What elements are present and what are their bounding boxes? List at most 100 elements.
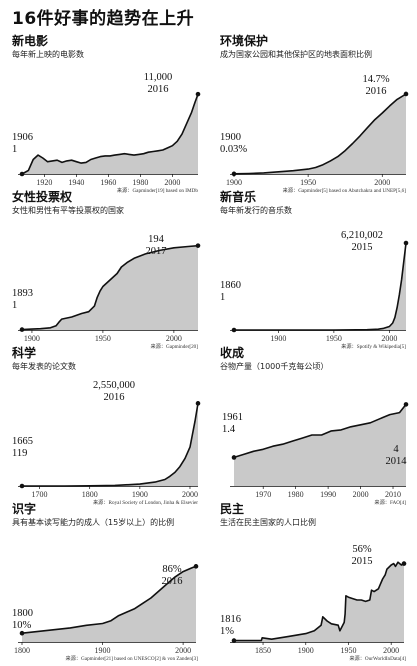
chart-title: 环境保护: [220, 34, 269, 48]
start-year-label: 1900: [220, 132, 241, 143]
end-point: [401, 561, 407, 566]
x-tick-label: 2010: [385, 490, 401, 499]
end-point: [403, 91, 409, 97]
end-value-label: 2,550,000: [93, 380, 135, 391]
start-point: [19, 483, 25, 489]
chart-panel: 收成 谷物产量（1000千克每公顷） 1970 1980 1990 2000 2010 196…: [214, 344, 410, 506]
chart-title: 新音乐: [220, 190, 257, 204]
x-tick-label: 1900: [270, 334, 286, 343]
series-line: [233, 93, 407, 175]
end-point: [195, 91, 201, 97]
start-value-label: 1: [220, 292, 225, 303]
source-note: 来源：Gapminder[5] based on Abutchakra and …: [283, 186, 407, 194]
series-line: [234, 243, 407, 331]
end-point: [195, 243, 201, 248]
x-tick-label: 1900: [226, 178, 242, 187]
end-year-label: 2016: [366, 86, 387, 97]
end-value-label: 194: [148, 234, 165, 245]
chart-panel: 科学 每年发表的论文数 1700 1800 1900 2000 1665 119 2,550,0…: [6, 344, 202, 506]
x-tick-label: 1900: [298, 646, 314, 655]
x-tick-label: 1920: [36, 178, 52, 187]
end-year-label: 2016: [104, 392, 125, 403]
start-year-label: 1800: [12, 608, 33, 619]
series-line: [21, 565, 197, 634]
start-value-label: 1: [12, 144, 17, 155]
start-year-label: 1816: [220, 614, 241, 625]
start-point: [19, 327, 25, 332]
start-year-label: 1665: [12, 436, 33, 447]
start-point: [231, 455, 237, 460]
x-tick-label: 2000: [182, 490, 198, 499]
chart-subtitle: 每年新发行的音乐数: [220, 206, 292, 215]
series-area: [234, 404, 406, 486]
x-tick-label: 1950: [300, 178, 316, 187]
x-tick-label: 1980: [288, 490, 304, 499]
series-line: [234, 561, 405, 642]
source-note: 来源：Gapminder[21] based on UNESCO[2] & vo…: [65, 654, 198, 662]
chart-plot: 1800 1900 2000180010%86%2016来源：Gapminder[2…: [12, 564, 199, 662]
page-title: 16件好事的趋势在上升: [12, 9, 195, 29]
series-area: [234, 94, 406, 174]
chart-panel: 民主 生活在民主国家的人口比例 1850 1900 1950 2000 1816 1% 56% 2…: [214, 500, 410, 662]
chart-panel: 环境保护 成为国家公园和其他保护区的地表面积比例 1900 1950 2000 1900 0…: [214, 32, 410, 194]
chart-panel: 新音乐 每年新发行的音乐数 1900 1950 2000 1860 1 6,210,002 20…: [214, 188, 410, 350]
x-tick-label: 1980: [132, 178, 148, 187]
x-tick-label: 2000: [353, 490, 369, 499]
x-tick-label: 1950: [326, 334, 342, 343]
series-area: [22, 566, 196, 642]
chart-title: 民主: [220, 502, 245, 516]
x-tick-label: 2000: [381, 334, 397, 343]
x-tick-label: 2000: [374, 178, 390, 187]
chart-title: 收成: [220, 346, 245, 360]
end-value-label: 14.7%: [362, 74, 389, 85]
x-tick-label: 2000: [164, 178, 180, 187]
source-note: 来源：FAO[4]: [374, 498, 406, 506]
x-tick-label: 1940: [68, 178, 84, 187]
end-year-label: 2016: [162, 576, 183, 587]
source-note: 来源：Spotify & Wikipedia[5]: [341, 342, 406, 350]
start-value-label: 10%: [12, 620, 32, 631]
x-tick-label: 1800: [82, 490, 98, 499]
x-tick-label: 1900: [132, 490, 148, 499]
series-area: [234, 243, 406, 330]
series-line: [21, 244, 199, 331]
chart-subtitle: 具有基本读写能力的成人（15岁以上）的比例: [12, 518, 175, 527]
x-tick-label: 1900: [24, 334, 40, 343]
end-value-label: 56%: [352, 544, 372, 555]
x-tick-label: 2000: [166, 334, 182, 343]
end-point: [403, 240, 409, 246]
series-area: [234, 562, 404, 642]
end-value-label: 11,000: [144, 72, 173, 83]
start-year-label: 1906: [12, 132, 33, 143]
chart-panel: 新电影 每年新上映的电影数 1920 1940 1960 1980 2000 1906 1 11,…: [6, 32, 202, 194]
source-note: 来源：Royal Society of London, Jinha & Else…: [93, 498, 198, 506]
end-year-label: 2017: [146, 246, 167, 257]
series-line: [22, 403, 199, 487]
chart-subtitle: 成为国家公园和其他保护区的地表面积比例: [220, 50, 372, 59]
start-year-label: 1961: [222, 412, 243, 423]
series-area: [22, 403, 198, 486]
x-tick-label: 1700: [32, 490, 48, 499]
series-line: [21, 93, 199, 175]
chart-panel: 识字具有基本读写能力的成人（15岁以上）的比例 1800 1900 2000 1800 1…: [6, 500, 202, 662]
end-year-label: 2016: [148, 84, 169, 95]
chart-title: 女性投票权: [12, 190, 73, 204]
x-tick-label: 1990: [320, 490, 336, 499]
chart-title: 识字: [12, 502, 37, 516]
start-point: [231, 171, 237, 177]
end-year-label: 2015: [352, 242, 373, 253]
series-line: [233, 403, 407, 459]
chart-plot: 1900 1950 200019000.03%14.7%2016来源：Gapmind…: [220, 74, 409, 194]
start-value-label: 1.4: [222, 424, 236, 435]
end-value-label: 6,210,002: [341, 230, 383, 241]
end-value-label: 4: [393, 444, 399, 455]
source-note: 来源：OurWorldInData[4]: [349, 654, 406, 662]
start-value-label: 1: [12, 300, 17, 311]
x-tick-label: 1950: [340, 646, 356, 655]
end-point: [195, 401, 201, 406]
x-tick-label: 1970: [255, 490, 271, 499]
